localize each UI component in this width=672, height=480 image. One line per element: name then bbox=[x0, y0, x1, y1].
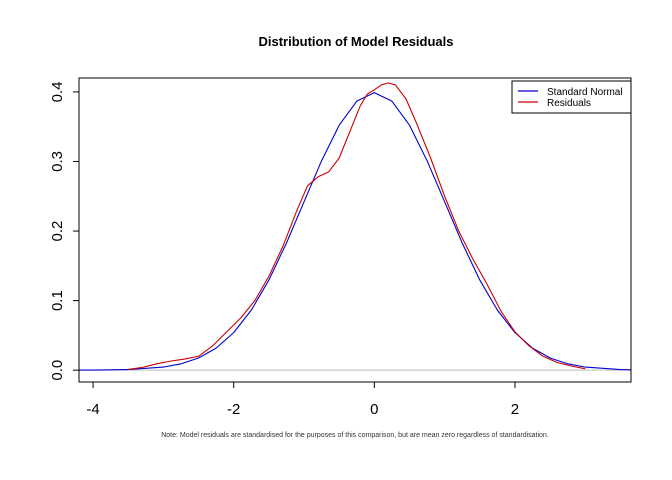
y-tick-label: 0.1 bbox=[49, 290, 66, 311]
x-tick-label: 2 bbox=[511, 401, 519, 418]
y-tick-label: 0.0 bbox=[49, 360, 66, 381]
y-tick-label: 0.3 bbox=[49, 151, 66, 172]
legend-label-residuals: Residuals bbox=[547, 98, 591, 109]
y-tick-label: 0.4 bbox=[49, 81, 66, 102]
legend-box bbox=[511, 80, 632, 114]
y-tick-label: 0.2 bbox=[49, 221, 66, 242]
legend: Standard Normal Residuals bbox=[511, 80, 632, 114]
x-tick-label: 0 bbox=[370, 401, 378, 418]
plot-frame bbox=[78, 77, 632, 383]
legend-label-standard-normal: Standard Normal bbox=[547, 87, 623, 98]
x-tick-label: -2 bbox=[227, 401, 240, 418]
series-line-standard-normal bbox=[79, 92, 631, 371]
chart-title: Distribution of Model Residuals bbox=[258, 34, 453, 49]
x-axis: -4 -2 0 2 bbox=[86, 382, 519, 418]
y-axis: 0.0 0.1 0.2 0.3 0.4 bbox=[49, 81, 79, 381]
plot-area bbox=[79, 82, 631, 371]
x-tick-label: -4 bbox=[86, 401, 99, 418]
series-line-residuals bbox=[128, 82, 586, 371]
series-lines bbox=[79, 82, 631, 371]
chart-note: Note: Model residuals are standardised f… bbox=[161, 432, 549, 439]
